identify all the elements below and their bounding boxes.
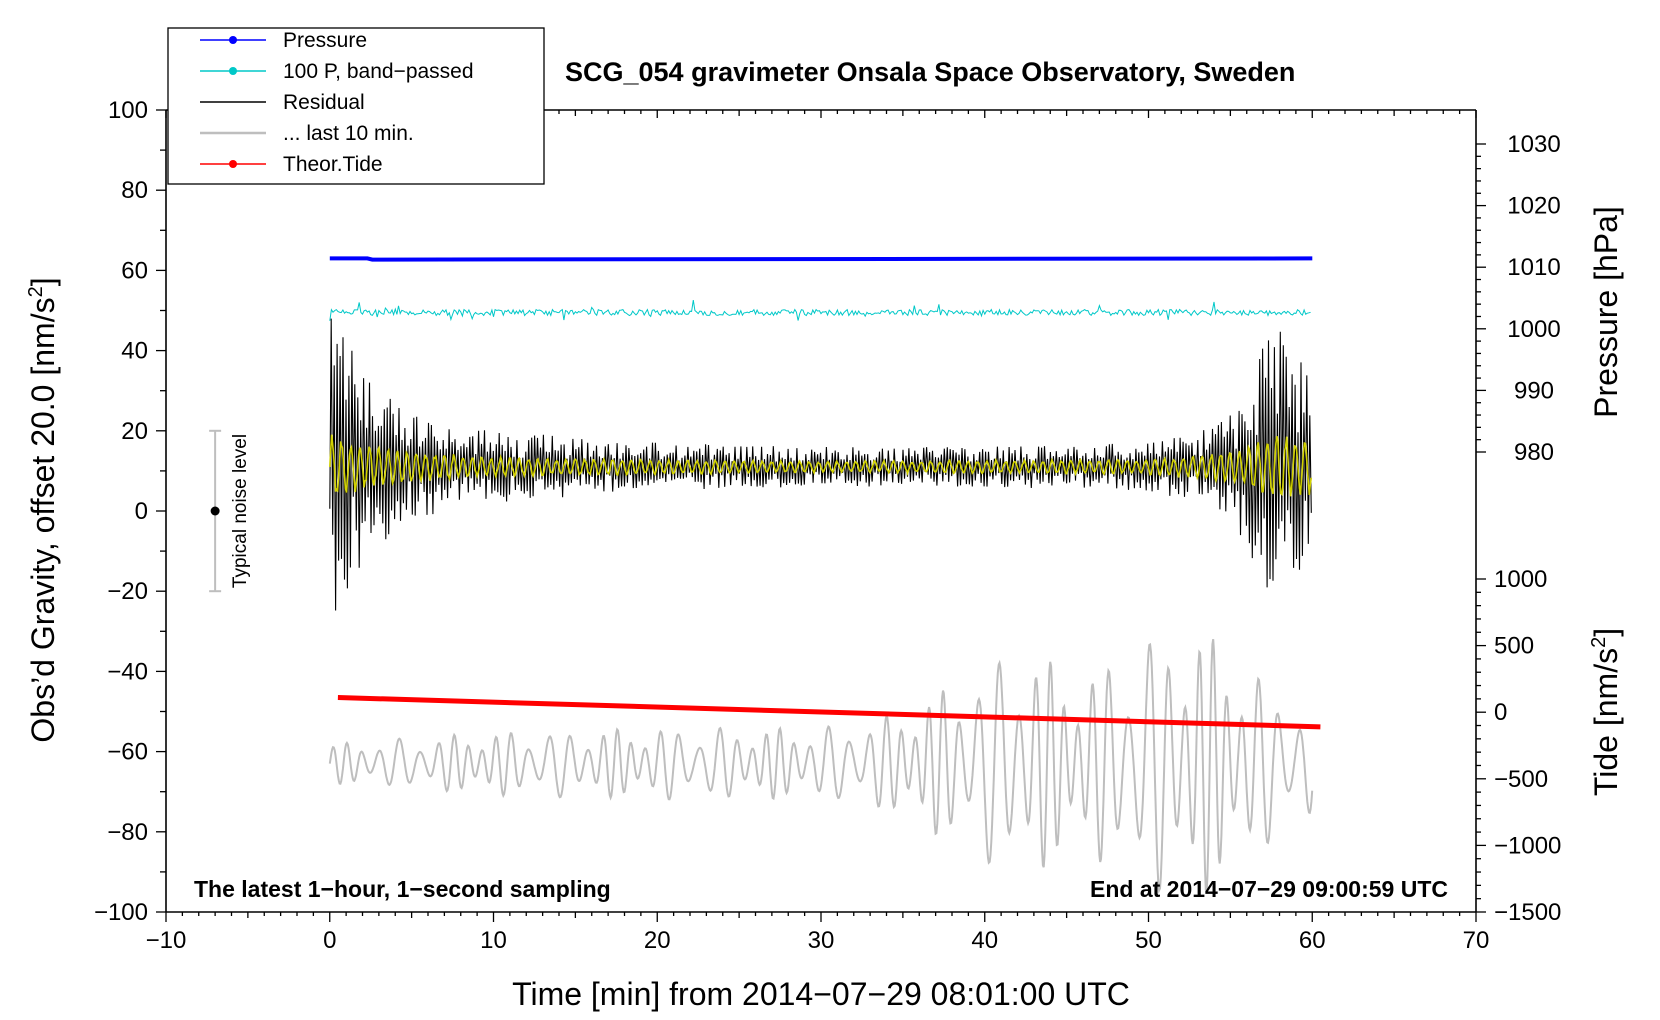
legend: Pressure 100 P, band−passed Residual ... la… xyxy=(167,27,545,185)
legend-label: ... last 10 min. xyxy=(283,122,414,145)
x-tick-label: 30 xyxy=(808,927,835,954)
chart-title: SCG_054 gravimeter Onsala Space Observat… xyxy=(565,57,1295,87)
y-tick-label: 100 xyxy=(108,97,148,124)
tide-tick-label: −1500 xyxy=(1494,899,1561,926)
x-tick-label: 50 xyxy=(1135,927,1162,954)
legend-box xyxy=(167,27,545,185)
y-tick-label: −100 xyxy=(94,899,148,926)
noise-bar-center-dot xyxy=(210,506,220,516)
tide-tick-label: 0 xyxy=(1494,699,1507,726)
y-tick-label: −20 xyxy=(107,578,148,605)
x-tick-label: 40 xyxy=(971,927,998,954)
series-layer xyxy=(328,256,1321,894)
legend-item: 100 P, band−passed xyxy=(200,60,474,83)
legend-swatch-marker xyxy=(229,160,237,168)
y-axis-title-tide-sup: 2 xyxy=(1588,637,1610,648)
x-tick-label: 20 xyxy=(644,927,671,954)
legend-swatch-marker xyxy=(229,67,237,75)
pressure-tick-label: 980 xyxy=(1514,439,1554,466)
y-axis-title-tide: Tide [nm/s2] xyxy=(1588,628,1624,796)
y-axis-title-left: Obs’d Gravity, offset 20.0 [nm/s2] xyxy=(25,277,61,742)
left-axis-ticks: −100 −80 −60 −40 −20 0 20 40 60 80 100 xyxy=(94,97,166,926)
y-axis-title-left-close: ] xyxy=(25,277,61,286)
noise-level-indicator: Typical noise level xyxy=(209,429,251,593)
pressure-series xyxy=(329,256,1313,262)
100-p-band-passed-series xyxy=(329,300,1311,322)
y-tick-label: −80 xyxy=(107,819,148,846)
theor-tide-series xyxy=(337,695,1321,730)
x-tick-label: 60 xyxy=(1299,927,1326,954)
legend-item: ... last 10 min. xyxy=(200,122,414,145)
legend-items: Pressure 100 P, band−passed Residual ... la… xyxy=(200,29,474,176)
pressure-tick-label: 1020 xyxy=(1507,193,1560,220)
note-sampling: The latest 1−hour, 1−second sampling xyxy=(194,876,611,902)
note-end-time: End at 2014−07−29 09:00:59 UTC xyxy=(1090,876,1448,902)
y-axis-title-tide-close: ] xyxy=(1588,628,1624,637)
residual-series xyxy=(329,318,1312,611)
noise-level-label: Typical noise level xyxy=(230,434,251,588)
x-tick-label: 0 xyxy=(323,927,336,954)
y-axis-title-pressure: Pressure [hPa] xyxy=(1588,206,1624,418)
y-tick-label: 0 xyxy=(135,498,148,525)
pressure-axis-ticks: 980 990 1000 1010 1020 1030 xyxy=(1476,131,1561,466)
legend-label: Residual xyxy=(283,91,365,114)
tide-tick-label: 1000 xyxy=(1494,566,1547,593)
legend-label: Theor.Tide xyxy=(283,153,383,176)
tide-tick-label: −500 xyxy=(1494,766,1548,793)
tide-tick-label: −1000 xyxy=(1494,832,1561,859)
x-axis-ticks: −10 0 10 20 30 40 50 60 70 xyxy=(146,110,1490,954)
y-tick-label: −40 xyxy=(107,658,148,685)
pressure-tick-label: 1010 xyxy=(1507,254,1560,281)
legend-item: Theor.Tide xyxy=(200,153,383,176)
y-axis-title-tide-text: Tide [nm/s xyxy=(1588,648,1624,796)
y-tick-label: 80 xyxy=(121,177,148,204)
legend-item: Residual xyxy=(200,91,365,114)
y-tick-label: −60 xyxy=(107,739,148,766)
tide-axis-ticks: −1500 −1000 −500 0 500 1000 xyxy=(1476,566,1561,926)
x-tick-label: −10 xyxy=(146,927,187,954)
legend-label: Pressure xyxy=(283,29,367,52)
legend-item: Pressure xyxy=(200,29,367,52)
y-axis-title-left-sup: 2 xyxy=(25,286,47,297)
x-tick-label: 70 xyxy=(1463,927,1490,954)
y-tick-label: 20 xyxy=(121,418,148,445)
legend-swatch-marker xyxy=(229,36,237,44)
y-tick-label: 40 xyxy=(121,338,148,365)
residual-smoothed-series xyxy=(329,434,1313,497)
y-tick-label: 60 xyxy=(121,257,148,284)
y-axis-title-left-text: Obs’d Gravity, offset 20.0 [nm/s xyxy=(25,297,61,742)
x-axis-title: Time [min] from 2014−07−29 08:01:00 UTC xyxy=(512,976,1130,1012)
x-tick-label: 10 xyxy=(480,927,507,954)
tide-tick-label: 500 xyxy=(1494,633,1534,660)
legend-label: 100 P, band−passed xyxy=(283,60,474,83)
pressure-tick-label: 1030 xyxy=(1507,131,1560,158)
pressure-tick-label: 1000 xyxy=(1507,316,1560,343)
pressure-tick-label: 990 xyxy=(1514,377,1554,404)
last-10-min-series xyxy=(328,639,1314,894)
